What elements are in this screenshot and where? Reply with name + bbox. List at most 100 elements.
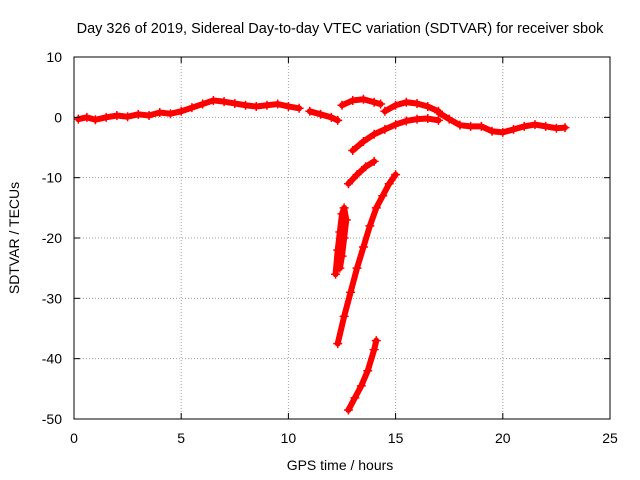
data-point xyxy=(198,99,208,109)
data-point xyxy=(365,221,375,231)
y-tick-label: -30 xyxy=(42,290,62,306)
data-point xyxy=(305,106,315,116)
data-point xyxy=(333,115,343,125)
data-point xyxy=(423,101,433,111)
data-point xyxy=(352,170,362,180)
data-point xyxy=(343,405,353,415)
data-point xyxy=(352,263,362,273)
data-point xyxy=(283,101,293,111)
y-tick-label: 0 xyxy=(54,109,62,125)
data-point xyxy=(433,108,443,118)
data-point xyxy=(412,114,422,124)
data-point xyxy=(73,114,83,124)
data-point xyxy=(401,97,411,107)
x-tick-label: 20 xyxy=(495,430,511,446)
data-point xyxy=(444,114,454,124)
data-point xyxy=(455,120,465,130)
data-point xyxy=(112,111,122,121)
data-point xyxy=(176,106,186,116)
data-point xyxy=(358,94,368,104)
data-point xyxy=(144,111,154,121)
data-point xyxy=(391,100,401,110)
data-point xyxy=(348,95,358,105)
data-series xyxy=(348,114,443,156)
data-point xyxy=(358,242,368,252)
data-point xyxy=(369,129,379,139)
x-axis-label: GPS time / hours xyxy=(287,457,394,473)
data-point xyxy=(123,112,133,122)
y-tick-label: -40 xyxy=(42,351,62,367)
data-point xyxy=(337,100,347,110)
data-point xyxy=(262,100,272,110)
y-tick-label: -50 xyxy=(42,411,62,427)
data-point xyxy=(384,179,394,189)
data-series xyxy=(333,170,401,349)
series-line xyxy=(345,158,378,187)
data-point xyxy=(348,146,358,156)
data-point xyxy=(337,251,347,261)
x-tick-label: 25 xyxy=(602,430,618,446)
data-point xyxy=(294,103,304,113)
data-point xyxy=(476,121,486,131)
data-point xyxy=(187,103,197,113)
data-series xyxy=(331,203,351,279)
tick-labels: 0 5 10 15 20 25 -50 -40 -30 -20 -10 0 10 xyxy=(42,49,618,446)
data-point xyxy=(560,123,570,133)
y-tick-label: -20 xyxy=(42,230,62,246)
data-point xyxy=(165,109,175,119)
chart-title: Day 326 of 2019, Sidereal Day-to-day VTE… xyxy=(77,21,605,37)
data-point xyxy=(371,336,381,346)
data-point xyxy=(509,124,519,134)
data-point xyxy=(391,120,401,130)
data-point xyxy=(101,112,111,122)
x-tick-label: 0 xyxy=(70,430,78,446)
data-point xyxy=(339,311,349,321)
series-line xyxy=(381,99,442,115)
data-point xyxy=(339,203,349,213)
data-point xyxy=(230,98,240,108)
data-point xyxy=(335,263,345,273)
data-point xyxy=(433,115,443,125)
y-tick-label: -10 xyxy=(42,170,62,186)
data-point xyxy=(530,120,540,130)
data-point xyxy=(251,101,261,111)
data-point xyxy=(487,126,497,136)
data-point xyxy=(343,179,353,189)
series-line xyxy=(334,171,399,347)
series-line xyxy=(306,108,341,124)
data-point xyxy=(133,109,143,119)
data-point xyxy=(380,124,390,134)
data-point xyxy=(208,95,218,105)
tick-marks xyxy=(73,56,611,420)
data-point xyxy=(273,99,283,109)
data-point xyxy=(341,215,351,225)
data-point xyxy=(339,233,349,243)
data-point xyxy=(335,227,345,237)
data-point xyxy=(90,115,100,125)
data-point xyxy=(551,123,561,133)
x-tick-label: 15 xyxy=(388,430,404,446)
data-series xyxy=(73,95,304,125)
data-point xyxy=(466,121,476,131)
data-point xyxy=(155,108,165,118)
data-point xyxy=(219,97,229,107)
data-point xyxy=(369,156,379,166)
data-point xyxy=(326,112,336,122)
series-layer xyxy=(73,94,570,415)
data-point xyxy=(423,114,433,124)
data-point xyxy=(316,109,326,119)
data-point xyxy=(333,339,343,349)
data-point xyxy=(333,245,343,255)
data-point xyxy=(331,269,341,279)
data-point xyxy=(378,191,388,201)
data-series xyxy=(305,106,343,125)
data-point xyxy=(376,99,386,109)
data-series xyxy=(433,108,570,137)
y-tick-label: 10 xyxy=(46,49,62,65)
data-series xyxy=(343,336,381,415)
data-point xyxy=(337,209,347,219)
data-series xyxy=(337,94,386,110)
data-point xyxy=(371,203,381,213)
data-point xyxy=(350,393,360,403)
series-line xyxy=(75,97,303,123)
